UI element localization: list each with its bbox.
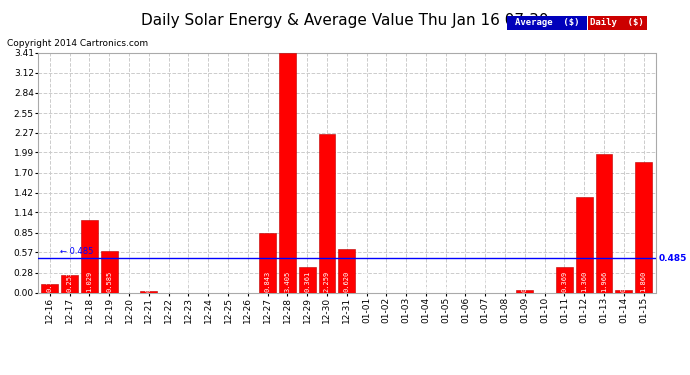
Bar: [259, 233, 276, 292]
Bar: [81, 220, 98, 292]
Text: 0.000: 0.000: [502, 271, 508, 292]
Bar: [299, 267, 315, 292]
Bar: [516, 290, 533, 292]
Text: 0.000: 0.000: [462, 271, 469, 292]
Text: 0.017: 0.017: [146, 271, 152, 292]
Text: ← 0.485: ← 0.485: [60, 246, 93, 255]
Text: 0.031: 0.031: [621, 271, 627, 292]
Text: 0.000: 0.000: [364, 271, 370, 292]
Text: Daily Solar Energy & Average Value Thu Jan 16 07:30: Daily Solar Energy & Average Value Thu J…: [141, 13, 549, 28]
Text: 0.000: 0.000: [384, 271, 389, 292]
Text: 0.369: 0.369: [562, 271, 567, 292]
Text: Daily  ($): Daily ($): [591, 18, 644, 27]
Text: 0.000: 0.000: [166, 271, 172, 292]
Bar: [595, 154, 613, 292]
Text: Average  ($): Average ($): [515, 18, 579, 27]
Text: 0.000: 0.000: [482, 271, 489, 292]
Text: 0.485: 0.485: [659, 254, 687, 263]
Text: Copyright 2014 Cartronics.com: Copyright 2014 Cartronics.com: [7, 39, 148, 48]
Text: 0.253: 0.253: [67, 271, 72, 292]
Bar: [556, 267, 573, 292]
Bar: [635, 162, 652, 292]
Text: 0.843: 0.843: [264, 271, 270, 292]
Text: 1.360: 1.360: [581, 271, 587, 292]
Bar: [576, 197, 593, 292]
Text: 1.029: 1.029: [86, 271, 92, 292]
Bar: [140, 291, 157, 292]
Bar: [101, 251, 117, 292]
Text: 3.405: 3.405: [284, 271, 290, 292]
Text: 0.000: 0.000: [205, 271, 211, 292]
Bar: [338, 249, 355, 292]
Text: 0.620: 0.620: [344, 271, 350, 292]
Text: 1.860: 1.860: [640, 271, 647, 292]
Text: 0.000: 0.000: [423, 271, 429, 292]
Text: 0.000: 0.000: [225, 271, 231, 292]
Text: 0.000: 0.000: [443, 271, 448, 292]
Text: 0.000: 0.000: [542, 271, 548, 292]
Text: 0.033: 0.033: [522, 271, 528, 292]
Bar: [319, 134, 335, 292]
Text: 0.125: 0.125: [47, 271, 53, 292]
Text: 0.000: 0.000: [186, 271, 191, 292]
Text: 2.259: 2.259: [324, 271, 330, 292]
Bar: [279, 53, 296, 292]
Text: 0.000: 0.000: [245, 271, 250, 292]
Text: 0.000: 0.000: [126, 271, 132, 292]
Bar: [41, 284, 58, 292]
Bar: [61, 275, 78, 292]
Text: 1.966: 1.966: [601, 271, 607, 292]
Text: 0.585: 0.585: [106, 271, 112, 292]
Bar: [615, 290, 632, 292]
Text: 0.000: 0.000: [403, 271, 409, 292]
Text: 0.361: 0.361: [304, 271, 310, 292]
